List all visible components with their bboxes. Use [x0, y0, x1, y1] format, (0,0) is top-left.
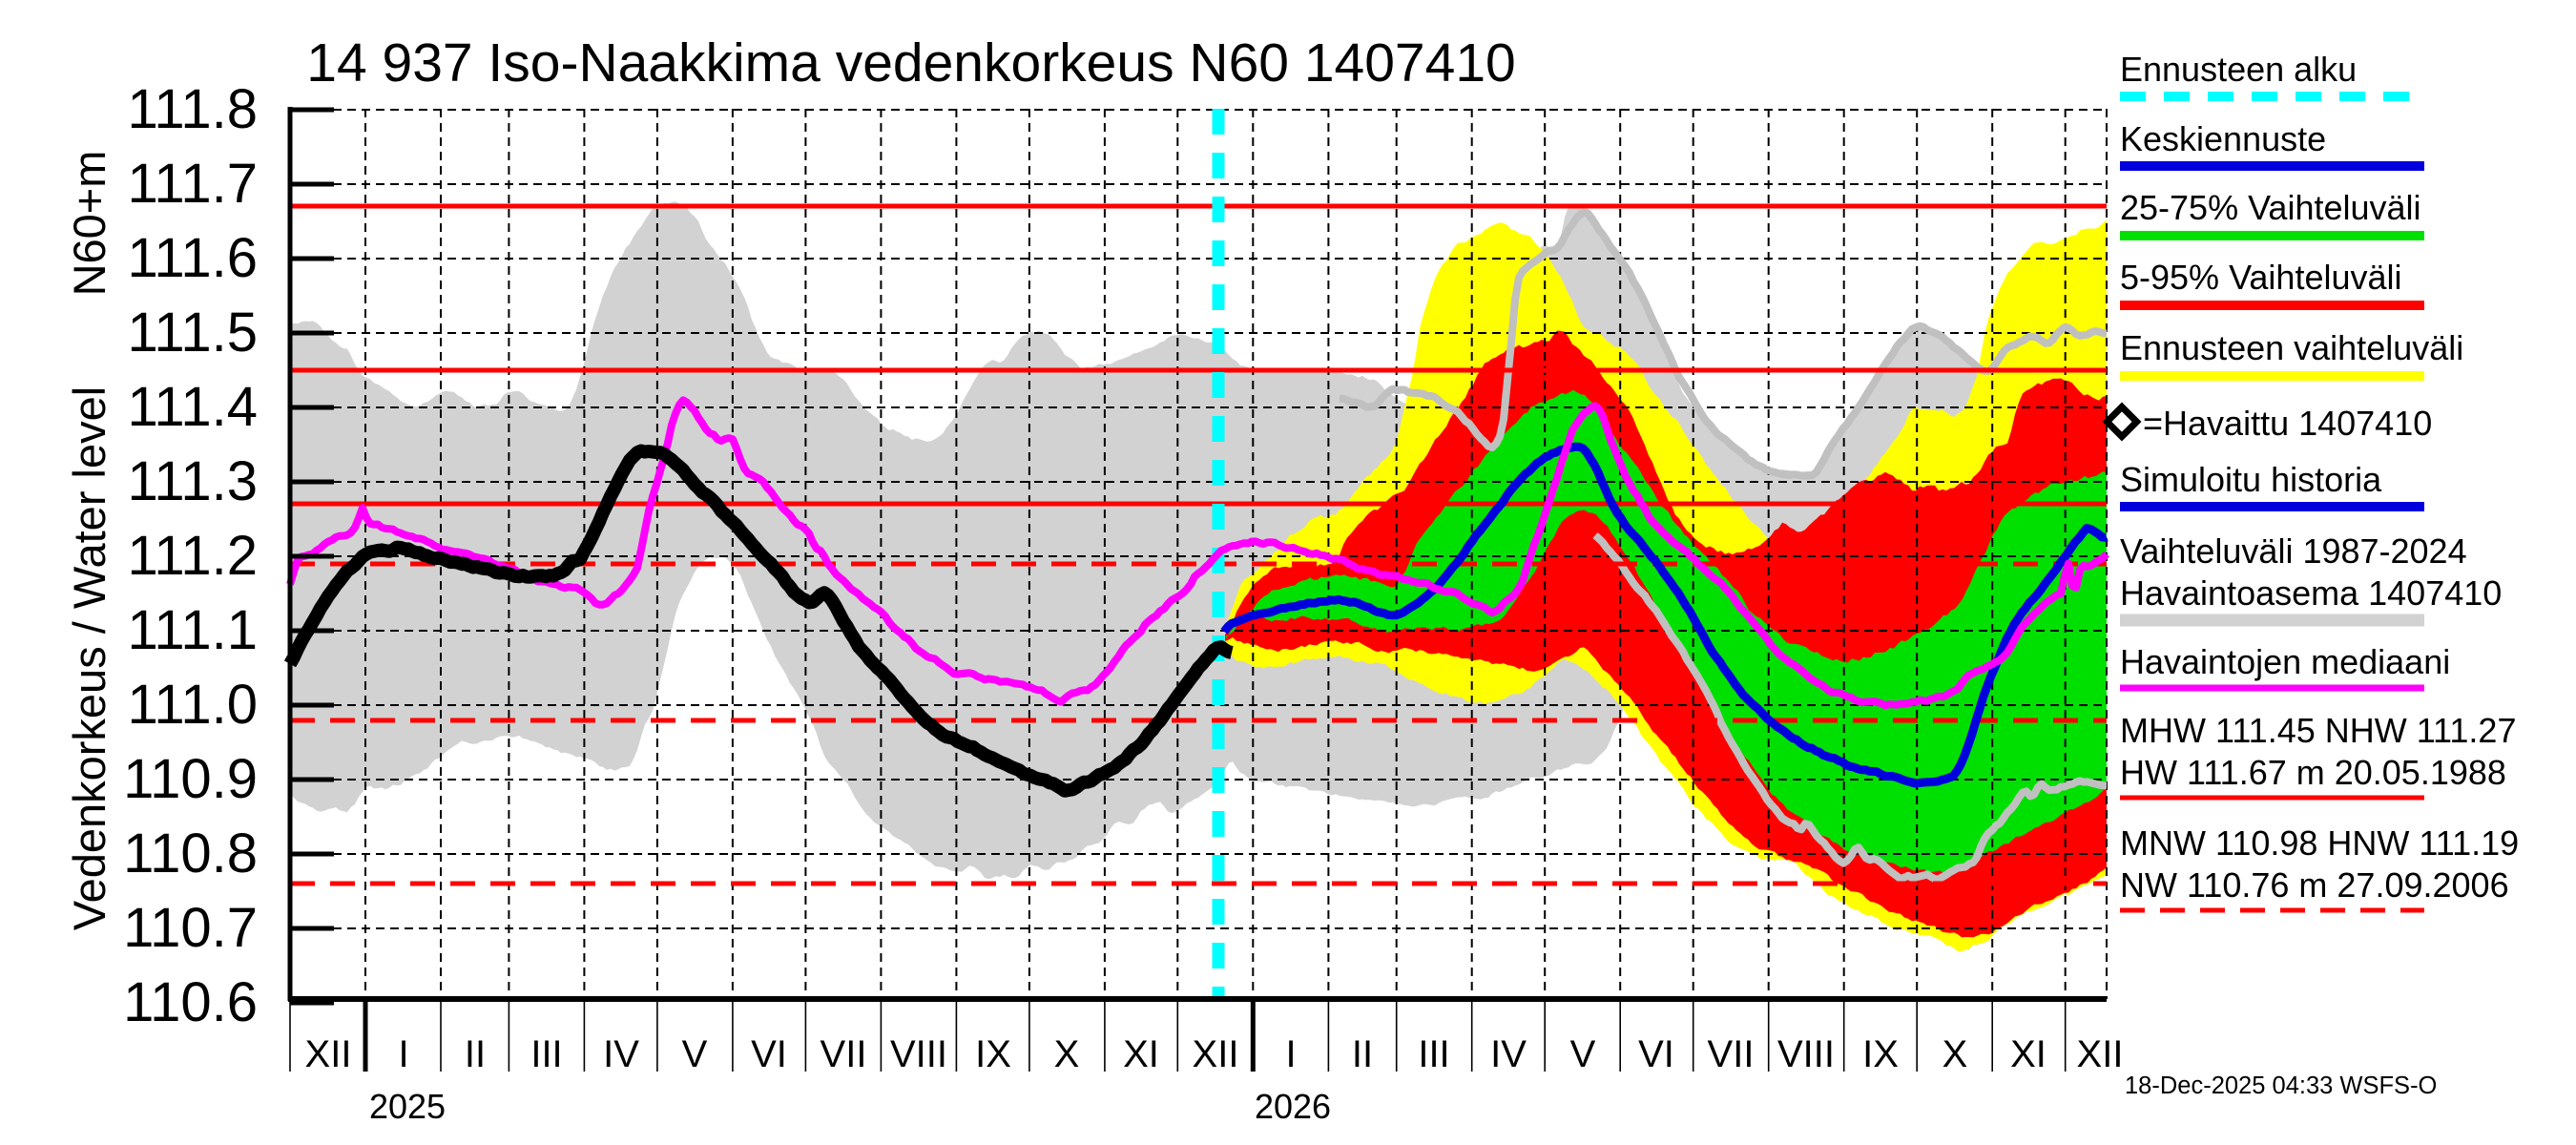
svg-text:2025: 2025: [369, 1087, 446, 1126]
svg-text:VI: VI: [1638, 1033, 1674, 1075]
svg-text:XI: XI: [1123, 1033, 1159, 1075]
svg-text:XII: XII: [305, 1033, 352, 1075]
svg-text:Ennusteen vaihteluväli: Ennusteen vaihteluväli: [2120, 328, 2463, 367]
svg-text:Vedenkorkeus / Water level: Vedenkorkeus / Water level: [64, 386, 114, 930]
svg-text:IX: IX: [975, 1033, 1011, 1075]
svg-text:111.2: 111.2: [127, 525, 258, 587]
svg-text:Havaintoasema 1407410: Havaintoasema 1407410: [2120, 573, 2502, 613]
svg-text:111.0: 111.0: [127, 674, 258, 736]
svg-text:MHW 111.45 NHW 111.27: MHW 111.45 NHW 111.27: [2120, 711, 2516, 750]
svg-text:MNW 110.98 HNW 111.19: MNW 110.98 HNW 111.19: [2120, 823, 2519, 863]
svg-text:XI: XI: [2010, 1033, 2046, 1075]
svg-text:NW 110.76 m 27.09.2006: NW 110.76 m 27.09.2006: [2120, 865, 2509, 905]
svg-text:VII: VII: [821, 1033, 867, 1075]
svg-text:XII: XII: [1193, 1033, 1239, 1075]
svg-text:V: V: [682, 1033, 708, 1075]
svg-text:VII: VII: [1708, 1033, 1755, 1075]
svg-text:110.8: 110.8: [123, 822, 258, 885]
svg-text:IX: IX: [1862, 1033, 1899, 1075]
svg-text:HW 111.67 m 20.05.1988: HW 111.67 m 20.05.1988: [2120, 753, 2506, 792]
svg-text:V: V: [1570, 1033, 1596, 1075]
svg-text:VI: VI: [751, 1033, 787, 1075]
svg-text:111.8: 111.8: [127, 78, 258, 140]
svg-text:Vaihteluväli 1987-2024: Vaihteluväli 1987-2024: [2120, 531, 2467, 571]
svg-text:III: III: [1418, 1033, 1449, 1075]
svg-text:111.6: 111.6: [127, 227, 258, 289]
svg-text:IV: IV: [1490, 1033, 1527, 1075]
svg-text:Havaintojen mediaani: Havaintojen mediaani: [2120, 642, 2450, 681]
svg-text:VIII: VIII: [1777, 1033, 1835, 1075]
svg-text:111.5: 111.5: [127, 302, 258, 364]
svg-text:IV: IV: [603, 1033, 639, 1075]
svg-text:5-95% Vaihteluväli: 5-95% Vaihteluväli: [2120, 258, 2402, 297]
svg-text:XII: XII: [2077, 1033, 2124, 1075]
svg-text:=Havaittu 1407410: =Havaittu 1407410: [2143, 404, 2432, 443]
svg-text:14 937 Iso-Naakkima vedenkorke: 14 937 Iso-Naakkima vedenkorkeus N60 140…: [306, 32, 1515, 94]
svg-text:Simuloitu historia: Simuloitu historia: [2120, 460, 2382, 499]
svg-text:N60+m: N60+m: [64, 151, 114, 297]
svg-text:X: X: [1054, 1033, 1080, 1075]
svg-text:Ennusteen alku: Ennusteen alku: [2120, 50, 2357, 89]
svg-text:111.1: 111.1: [127, 599, 258, 661]
svg-text:25-75% Vaihteluväli: 25-75% Vaihteluväli: [2120, 188, 2421, 227]
svg-text:110.9: 110.9: [123, 748, 258, 810]
svg-text:110.7: 110.7: [123, 897, 258, 959]
svg-text:2026: 2026: [1255, 1087, 1331, 1126]
svg-text:111.3: 111.3: [127, 450, 258, 512]
svg-text:II: II: [1352, 1033, 1373, 1075]
svg-text:111.4: 111.4: [127, 376, 258, 438]
svg-text:111.7: 111.7: [127, 153, 258, 215]
svg-text:110.6: 110.6: [123, 971, 258, 1033]
svg-text:I: I: [398, 1033, 408, 1075]
svg-text:VIII: VIII: [890, 1033, 947, 1075]
svg-text:X: X: [1942, 1033, 1968, 1075]
svg-text:Keskiennuste: Keskiennuste: [2120, 119, 2326, 158]
svg-text:18-Dec-2025 04:33 WSFS-O: 18-Dec-2025 04:33 WSFS-O: [2125, 1072, 2437, 1099]
svg-text:I: I: [1285, 1033, 1296, 1075]
svg-text:II: II: [465, 1033, 486, 1075]
svg-text:III: III: [530, 1033, 562, 1075]
